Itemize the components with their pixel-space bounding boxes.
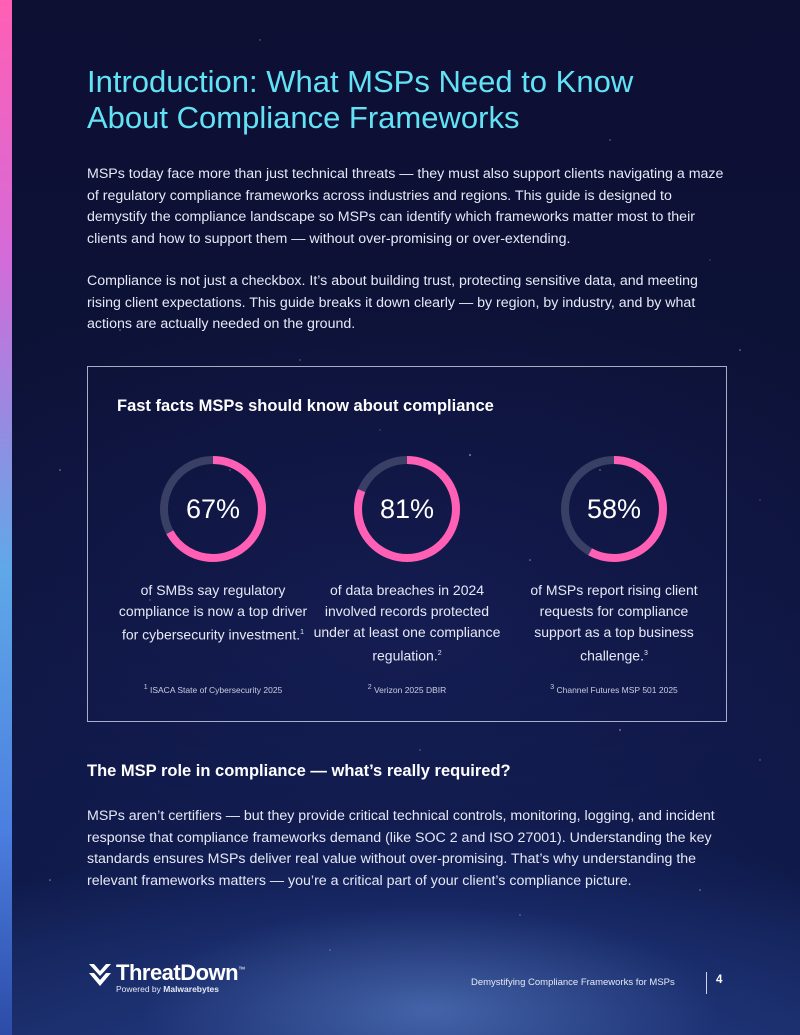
source-reference: 3: [550, 684, 555, 691]
logo-powered-text: Powered by: [116, 984, 161, 994]
fact-text: of MSPs report rising client requests fo…: [519, 580, 709, 667]
fact-description: of MSPs report rising client requests fo…: [530, 582, 698, 664]
intro-section: MSPs today face more than just technical…: [87, 164, 727, 357]
page-title: Introduction: What MSPs Need to Know Abo…: [87, 64, 727, 136]
fact-percent: 67%: [185, 494, 241, 524]
donut-arc: [561, 456, 667, 562]
fact-item: 58% of MSPs report rising client request…: [509, 455, 719, 667]
logo-wordmark: ThreatDown™: [116, 960, 245, 986]
fact-reference: 3: [643, 650, 648, 657]
fact-item: 67% of SMBs say regulatory compliance is…: [108, 455, 318, 646]
logo-brand: Malwarebytes: [163, 984, 220, 994]
fact-source: 3 Channel Futures MSP 501 2025: [509, 684, 719, 695]
intro-paragraph-2: Compliance is not just a checkbox. It’s …: [87, 273, 698, 332]
fact-reference: 1: [300, 629, 305, 636]
donut-ring: [561, 456, 667, 562]
fact-text: of data breaches in 2024 involved record…: [312, 580, 502, 667]
logo-word: ThreatDown: [116, 960, 239, 985]
fact-text: of SMBs say regulatory compliance is now…: [118, 580, 308, 646]
page-number: 4: [716, 974, 723, 986]
donut-chart: 81%: [353, 455, 461, 563]
msp-role-paragraph: MSPs aren’t certifiers — but they provid…: [87, 808, 715, 889]
fact-item: 81% of data breaches in 2024 involved re…: [302, 455, 512, 667]
intro-paragraph-1: MSPs today face more than just technical…: [87, 166, 724, 247]
logo-trademark: ™: [238, 966, 245, 974]
source-reference: 1: [143, 684, 148, 691]
fact-reference: 2: [437, 650, 442, 657]
footer-divider: [706, 972, 707, 994]
footer-document-title: Demystifying Compliance Frameworks for M…: [471, 977, 675, 988]
donut-chart: 58%: [560, 455, 668, 563]
fast-facts-box: Fast facts MSPs should know about compli…: [87, 366, 727, 722]
donut-ring: [160, 456, 266, 562]
fast-facts-title: Fast facts MSPs should know about compli…: [117, 397, 494, 415]
gradient-accent-bar: [0, 0, 12, 1035]
fact-description: of data breaches in 2024 involved record…: [313, 582, 501, 664]
donut-chart: 67%: [159, 455, 267, 563]
page-title-line-2: About Compliance Frameworks: [87, 100, 520, 135]
threatdown-chevron-icon: [89, 964, 111, 986]
fact-description: of SMBs say regulatory compliance is now…: [118, 582, 308, 643]
logo-powered-by: Powered by Malwarebytes: [116, 984, 219, 994]
donut-arc: [354, 456, 460, 562]
donut-arc: [160, 456, 266, 562]
source-text: Channel Futures MSP 501 2025: [556, 684, 678, 695]
fact-percent: 81%: [379, 494, 435, 524]
source-text: Verizon 2025 DBIR: [373, 684, 447, 695]
fact-source: 2 Verizon 2025 DBIR: [302, 684, 512, 695]
page-title-line-1: Introduction: What MSPs Need to Know: [87, 64, 634, 99]
msp-role-heading: The MSP role in compliance — what’s real…: [87, 762, 511, 780]
threatdown-logo: ThreatDown™ Powered by Malwarebytes: [88, 960, 248, 998]
source-text: ISACA State of Cybersecurity 2025: [149, 684, 283, 695]
fact-percent: 58%: [586, 494, 642, 524]
donut-ring: [354, 456, 460, 562]
fact-source: 1 ISACA State of Cybersecurity 2025: [108, 684, 318, 695]
source-reference: 2: [367, 684, 372, 691]
